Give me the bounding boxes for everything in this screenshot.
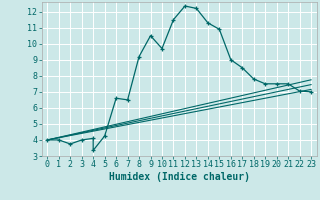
- X-axis label: Humidex (Indice chaleur): Humidex (Indice chaleur): [109, 172, 250, 182]
